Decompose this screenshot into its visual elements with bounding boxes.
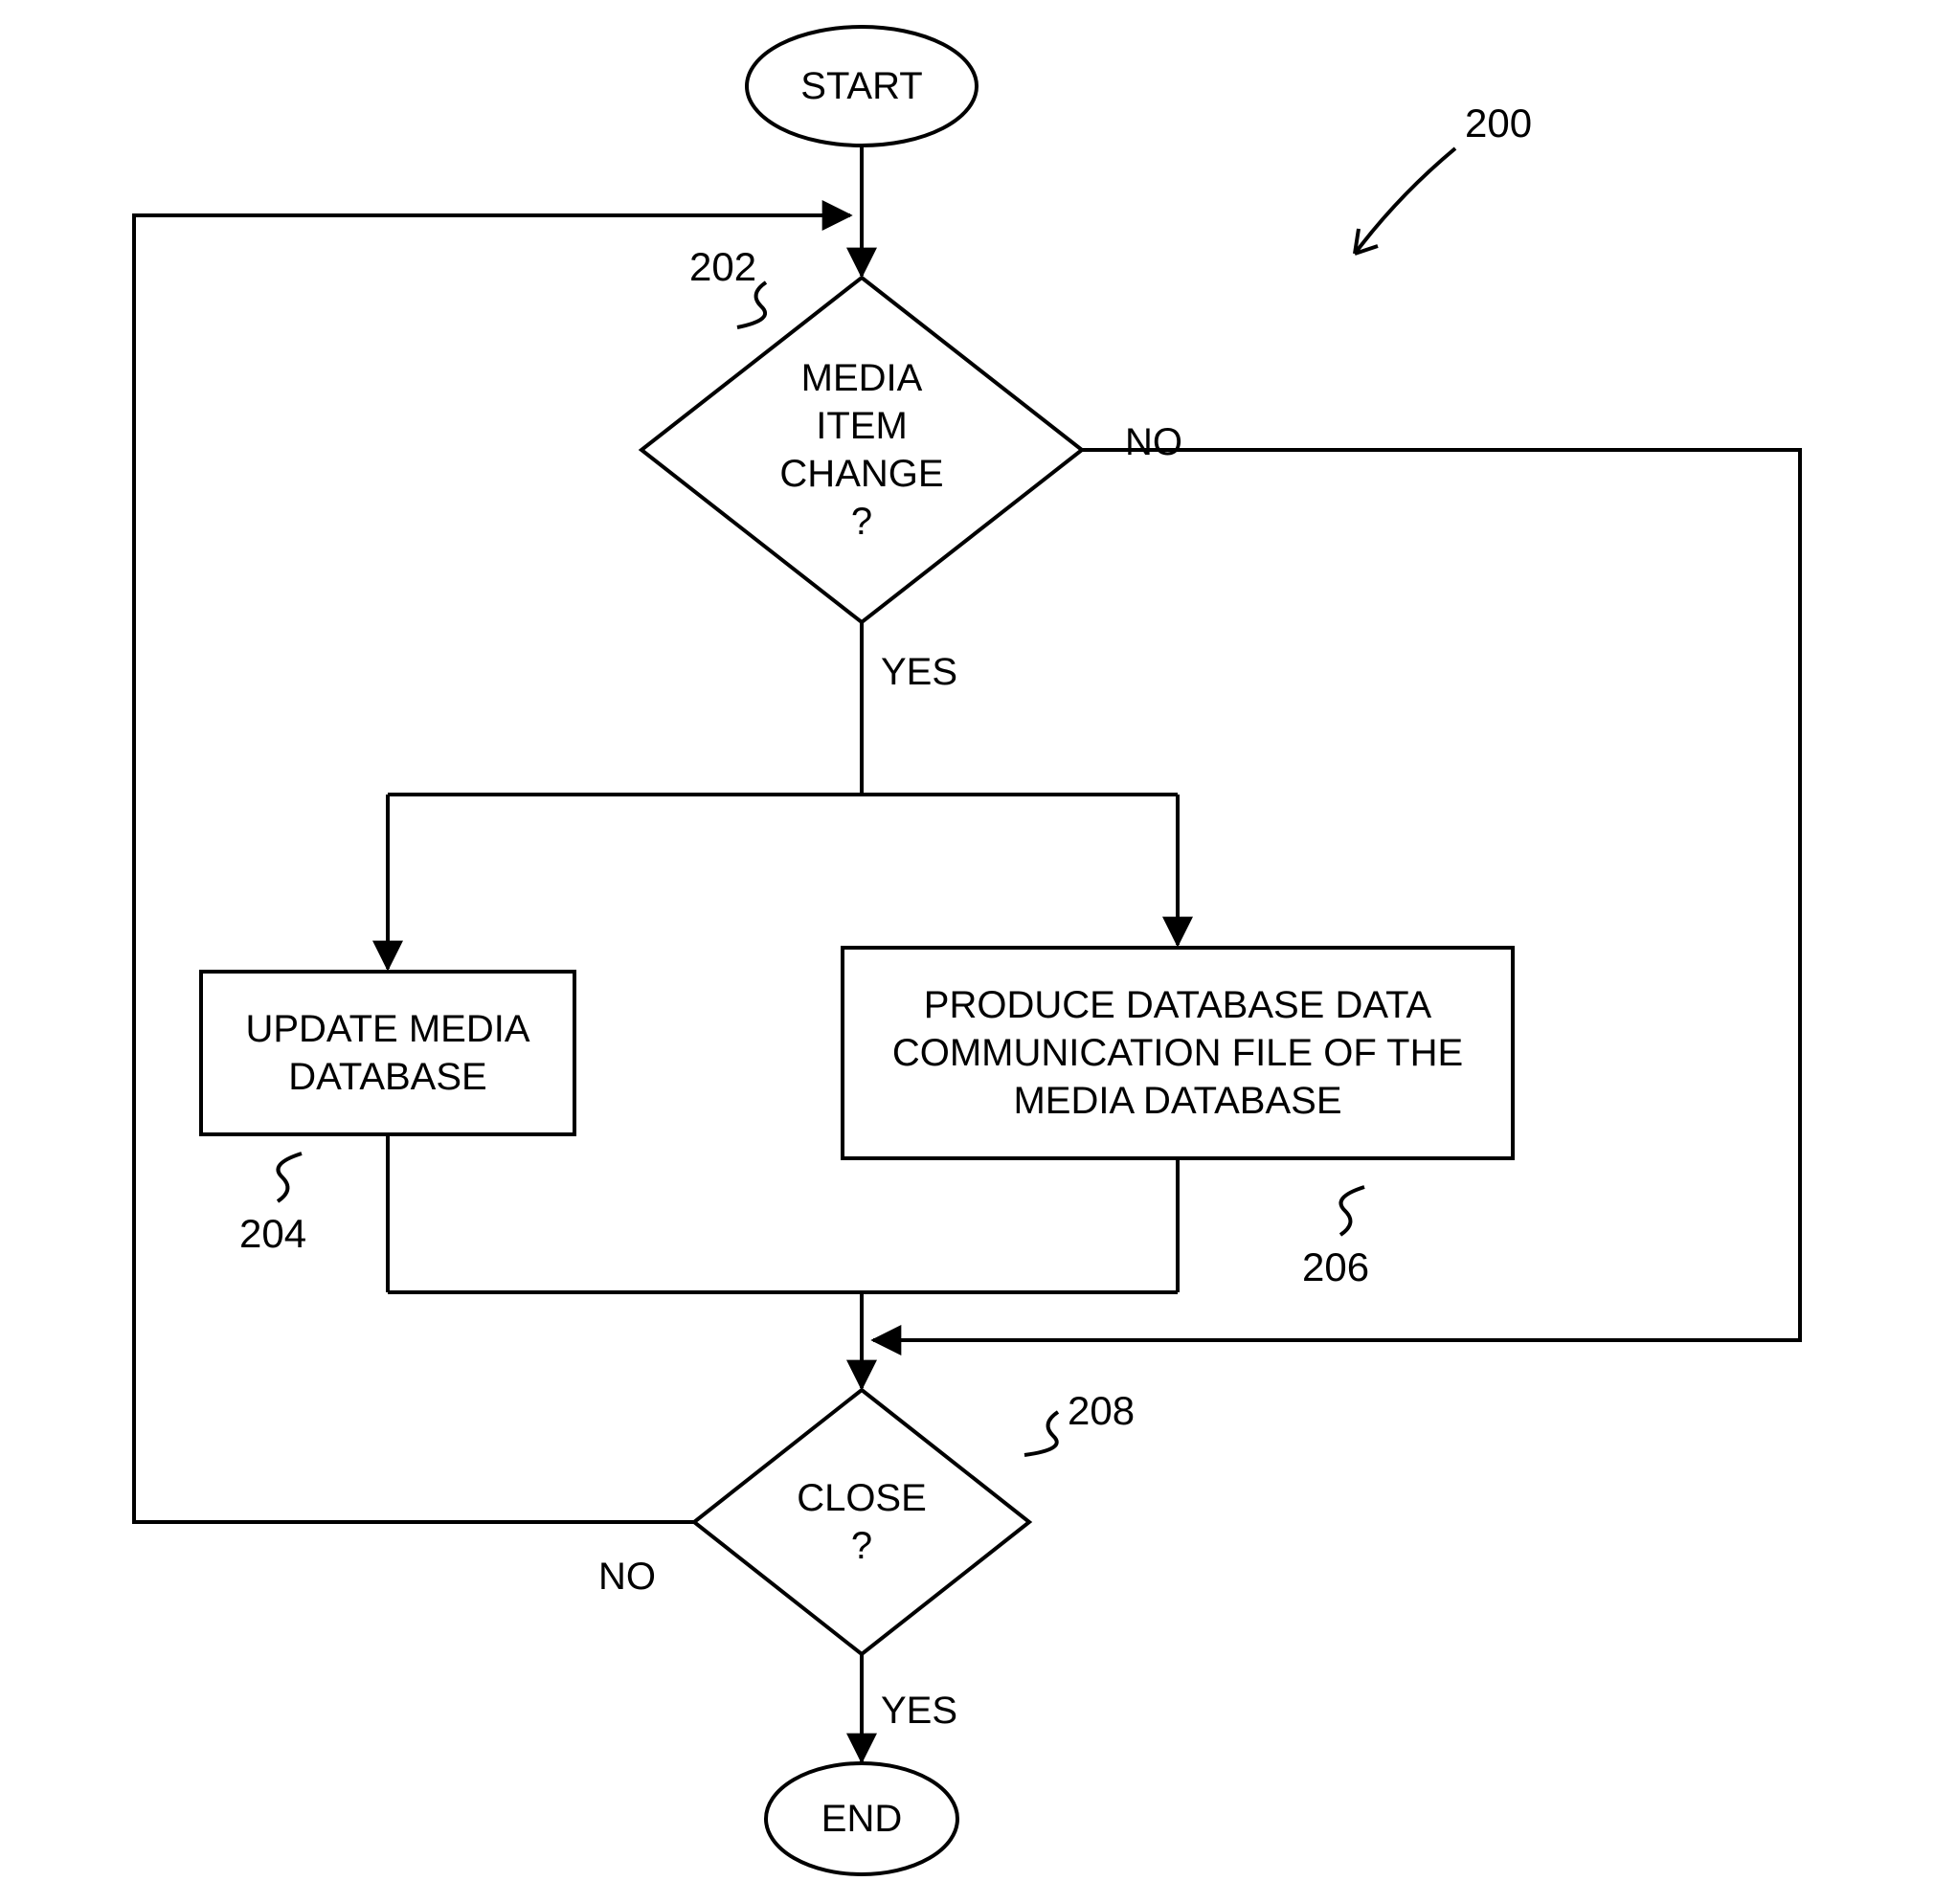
edge-d1-no — [873, 450, 1800, 1340]
process2-label: PRODUCE DATABASE DATA COMMUNICATION FILE… — [843, 948, 1513, 1158]
ref-200: 200 — [1465, 101, 1532, 146]
ref-204: 204 — [239, 1211, 306, 1257]
ref-208: 208 — [1068, 1388, 1135, 1434]
process1-label: UPDATE MEDIA DATABASE — [201, 972, 574, 1134]
ref-206: 206 — [1302, 1244, 1369, 1290]
decision2-label: CLOSE ? — [766, 1469, 957, 1575]
edge-label-d2-no: NO — [598, 1556, 656, 1599]
ref-squiggle-204 — [278, 1154, 302, 1201]
ref-squiggle-208 — [1024, 1412, 1058, 1455]
ref-arrow-200 — [1355, 148, 1455, 254]
edge-label-d1-no: NO — [1125, 421, 1182, 464]
end-label: END — [766, 1790, 957, 1848]
ref-squiggle-206 — [1340, 1187, 1364, 1235]
edge-label-d2-yes: YES — [881, 1690, 957, 1733]
ref-202: 202 — [689, 244, 756, 290]
start-label: START — [747, 57, 977, 115]
edge-label-d1-yes: YES — [881, 651, 957, 694]
decision1-label: MEDIA ITEM CHANGE ? — [737, 354, 986, 546]
